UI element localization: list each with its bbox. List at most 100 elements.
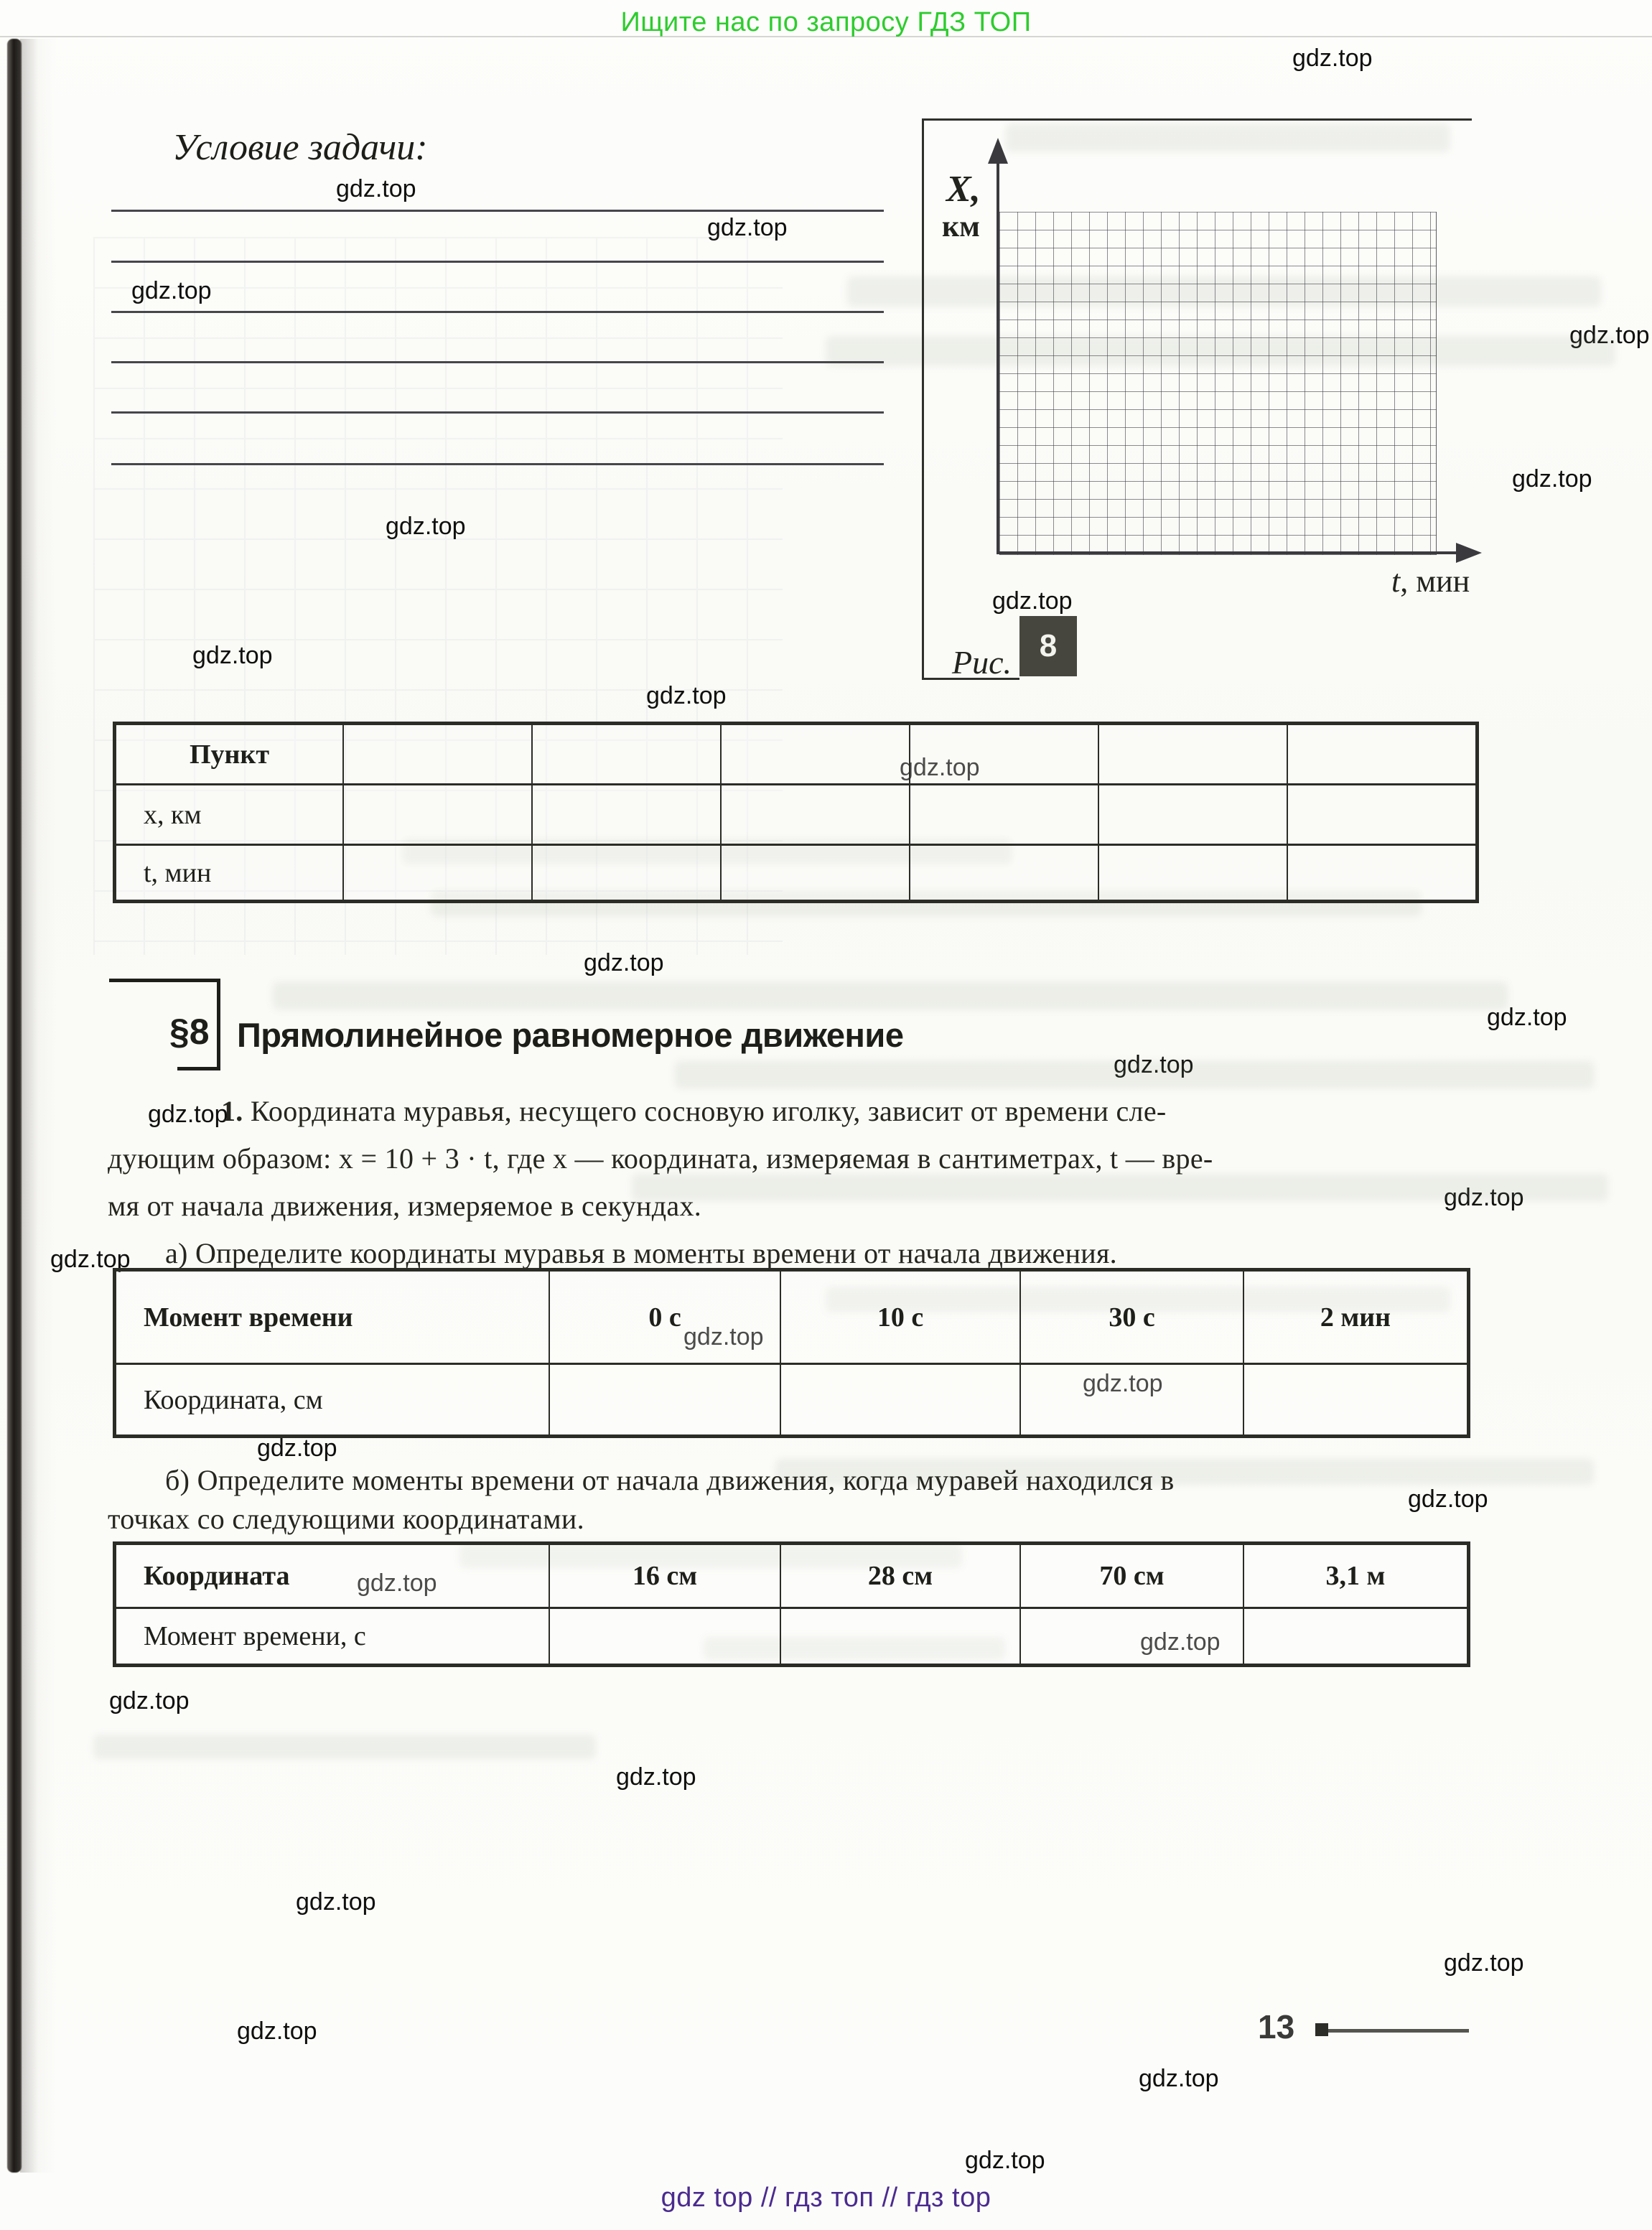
page-number: 13 — [1258, 2008, 1295, 2045]
y-axis-units: км — [942, 210, 980, 243]
gdz-watermark: gdz.top — [257, 1434, 337, 1462]
table-cell-empty — [531, 725, 720, 783]
gdz-watermark: gdz.top — [683, 1323, 764, 1350]
bleed-through-text — [273, 982, 1508, 1009]
table-cell-empty — [1243, 1363, 1467, 1434]
table-cell-empty — [1287, 725, 1475, 783]
table-row-label: t, мин — [116, 844, 342, 900]
gdz-watermark: gdz.top — [992, 587, 1073, 615]
writing-line — [111, 463, 884, 465]
problem-text-line: дующим образом: x = 10 + 3 · t, где x — … — [108, 1142, 1213, 1175]
gdz-watermark: gdz.top — [900, 754, 980, 781]
section-frame-top — [109, 979, 220, 982]
table-cell-empty — [780, 1607, 1019, 1664]
gdz-watermark: gdz.top — [357, 1569, 437, 1597]
problem-text-line: мя от начала движения, измеряемое в секу… — [108, 1190, 702, 1222]
table-cell-empty — [1287, 783, 1475, 844]
table-cell-empty — [549, 1607, 780, 1664]
bleed-through-text — [704, 1637, 1005, 1660]
book-binding-soft-shadow — [20, 39, 56, 2173]
table-cell-empty — [720, 783, 909, 844]
figure-number-badge: 8 — [1019, 616, 1077, 676]
table-cell-empty — [720, 844, 909, 900]
table-cell-empty — [531, 844, 720, 900]
table-cell-empty — [342, 844, 531, 900]
table-col-header: 30 с — [1019, 1272, 1243, 1363]
gdz-watermark: gdz.top — [646, 682, 727, 709]
x-axis-line — [997, 551, 1457, 554]
table-cell-empty — [1098, 844, 1287, 900]
subtask-a-marker: а) — [165, 1237, 188, 1269]
table-row-label: Момент времени, с — [116, 1607, 549, 1664]
table-cell-empty — [342, 725, 531, 783]
table-cell-empty — [1287, 844, 1475, 900]
figure-frame-top — [922, 118, 1472, 121]
x-axis-units: , мин — [1400, 564, 1470, 599]
problem-number: 1. — [221, 1095, 243, 1127]
table-row-label: Пункт — [189, 739, 269, 770]
x-axis-arrow-icon — [1456, 543, 1482, 563]
gdz-watermark: gdz.top — [1140, 1628, 1221, 1656]
gdz-watermark: gdz.top — [109, 1687, 190, 1715]
figure-plot-grid — [999, 212, 1437, 555]
writing-line — [111, 311, 884, 313]
promo-banner: Ищите нас по запросу ГДЗ ТОП — [620, 7, 1032, 37]
footer-watermark: gdz top // гдз топ // гдз top — [661, 2183, 991, 2213]
table-col-header: 3,1 м — [1243, 1545, 1467, 1607]
figure-frame-bottom — [922, 678, 1019, 680]
writing-line — [111, 261, 884, 263]
table-cell-empty — [342, 783, 531, 844]
table-col-header: 0 с — [549, 1272, 780, 1363]
writing-line — [111, 361, 884, 363]
bleed-through-text — [1005, 123, 1450, 152]
gdz-watermark: gdz.top — [386, 513, 466, 540]
table-cell-empty — [780, 1363, 1019, 1434]
table-cell-empty — [549, 1363, 780, 1434]
table-col-header: Момент времени — [144, 1302, 353, 1333]
condition-title: Условие задачи: — [172, 127, 428, 168]
gdz-watermark: gdz.top — [1569, 322, 1650, 349]
bleed-through-text — [431, 890, 1422, 916]
table-cell-empty — [1098, 783, 1287, 844]
section-frame-bottom — [177, 1067, 220, 1070]
bleed-through-text — [459, 1544, 962, 1568]
problem-text: Определите координаты муравья в моменты … — [187, 1237, 1117, 1269]
bleed-through-text — [775, 1459, 1594, 1485]
table-cell-empty — [909, 725, 1098, 783]
gdz-watermark: gdz.top — [1408, 1485, 1488, 1513]
table-moments: Момент времени 0 с 10 с 30 с 2 мин Коорд… — [113, 1268, 1470, 1438]
problem-subtask-b-line: точках со следующими координатами. — [108, 1503, 584, 1535]
page-number-rule — [1328, 2029, 1469, 2033]
problem-subtask-a-line: а) Определите координаты муравья в момен… — [165, 1236, 1117, 1270]
gdz-watermark: gdz.top — [1444, 1184, 1524, 1211]
table-cell-empty — [909, 783, 1098, 844]
gdz-watermark: gdz.top — [707, 214, 788, 241]
y-axis-line — [997, 162, 999, 554]
table-cell-empty — [1098, 725, 1287, 783]
gdz-watermark: gdz.top — [1512, 465, 1592, 493]
gdz-watermark: gdz.top — [1487, 1004, 1567, 1031]
gdz-watermark: gdz.top — [131, 277, 212, 304]
bleed-through-text — [826, 1287, 1450, 1312]
y-axis-label: X, — [946, 169, 981, 210]
table-cell-empty — [1019, 1363, 1243, 1434]
section-marker: §8 — [169, 1012, 210, 1052]
bleed-through-text — [93, 1735, 596, 1759]
section-frame-right — [217, 979, 220, 1070]
table-col-header: 2 мин — [1243, 1272, 1467, 1363]
figure-caption: Рис. — [952, 644, 1012, 681]
gdz-watermark: gdz.top — [584, 949, 664, 976]
gdz-watermark: gdz.top — [1292, 45, 1373, 72]
writing-line — [111, 210, 884, 212]
figure-frame-left — [922, 118, 924, 680]
table-col-header: 16 см — [549, 1545, 780, 1607]
gdz-watermark: gdz.top — [296, 1888, 376, 1916]
gdz-watermark: gdz.top — [616, 1763, 696, 1791]
table-col-header: 28 см — [780, 1545, 1019, 1607]
x-axis-label: t, мин — [1391, 563, 1470, 600]
page-top-edge — [0, 36, 1652, 37]
table-cell-empty — [720, 725, 909, 783]
gdz-watermark: gdz.top — [237, 2017, 317, 2045]
table-col-header: Координата — [144, 1561, 290, 1591]
